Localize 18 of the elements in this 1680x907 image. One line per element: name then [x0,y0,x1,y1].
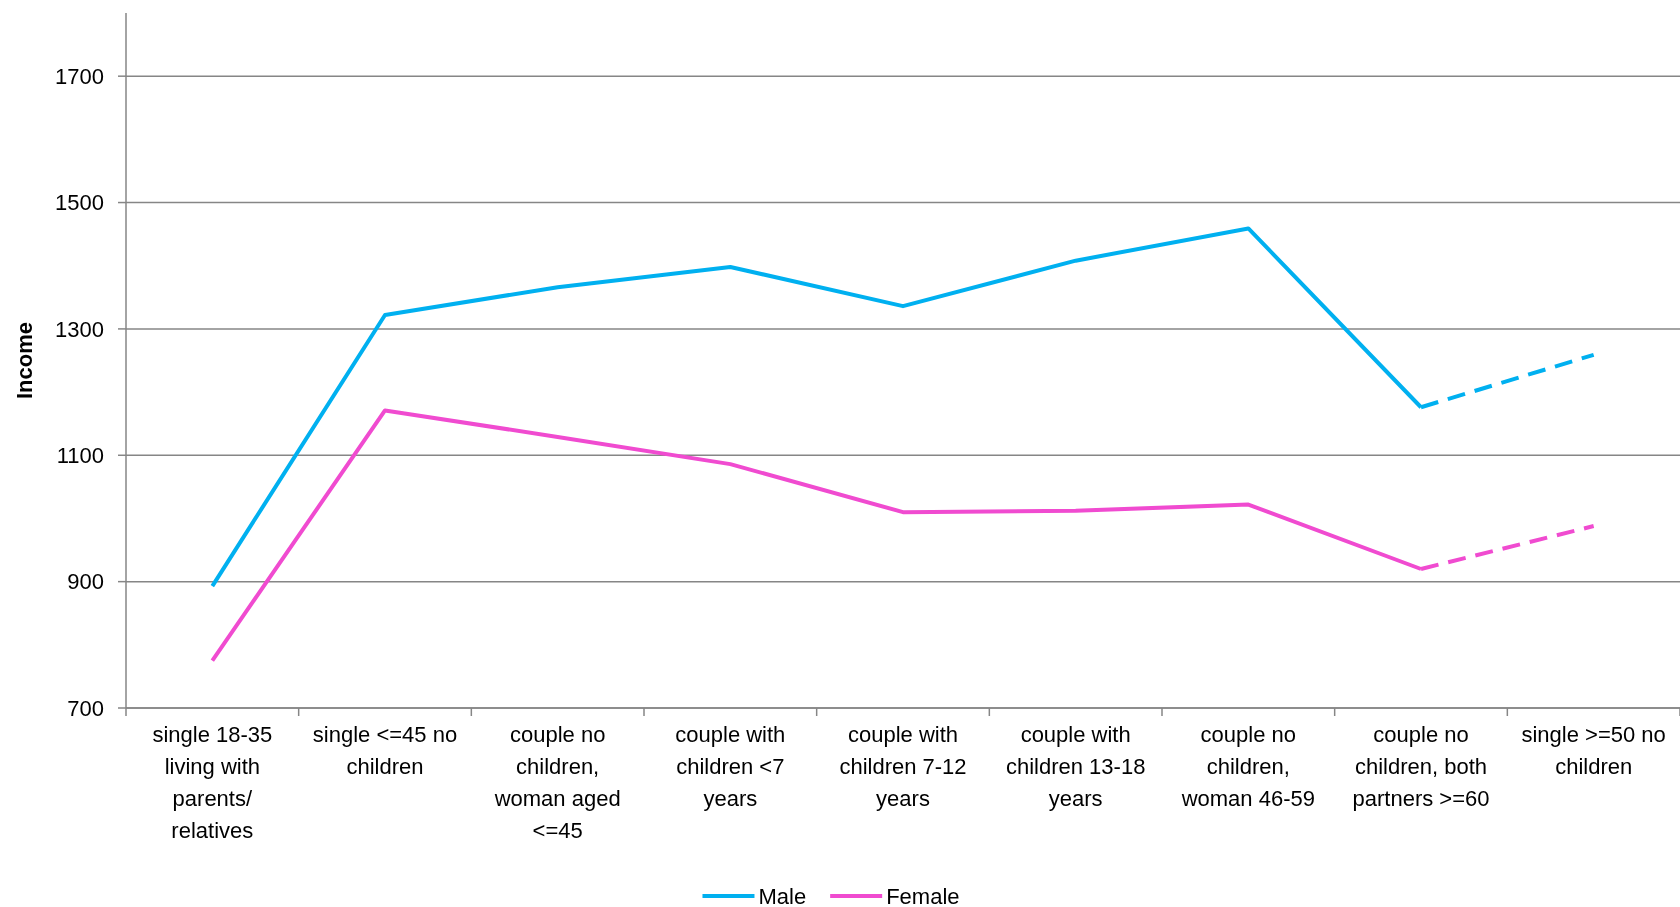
y-tick-label: 700 [67,695,104,721]
y-tick-label: 1700 [55,63,104,89]
legend-label: Male [758,883,807,907]
x-tick-label: couple with children <7 years [675,722,786,811]
x-tick-label: single 18-35 living with parents/relatives [152,722,273,843]
legend-label: Female [886,883,960,907]
y-tick-label: 1300 [55,316,104,342]
y-axis-title: Income [12,321,37,400]
y-tick-label: 1500 [55,190,104,216]
x-tick-label: couple with children 7-12 years [839,722,967,811]
y-tick-label: 900 [67,569,104,595]
x-tick-label: couple no children, both partners >=60 [1352,722,1490,811]
x-tick-label: couple no children, woman 46-59 [1180,722,1315,811]
x-tick-label: single <=45 no children [312,722,458,779]
y-tick-label: 1100 [56,442,104,468]
x-tick-label: couple with children 13-18 years [1005,722,1146,811]
x-tick-label: couple no children, woman aged <=45 [493,722,621,843]
x-tick-label: single >=50 no children [1521,722,1666,779]
